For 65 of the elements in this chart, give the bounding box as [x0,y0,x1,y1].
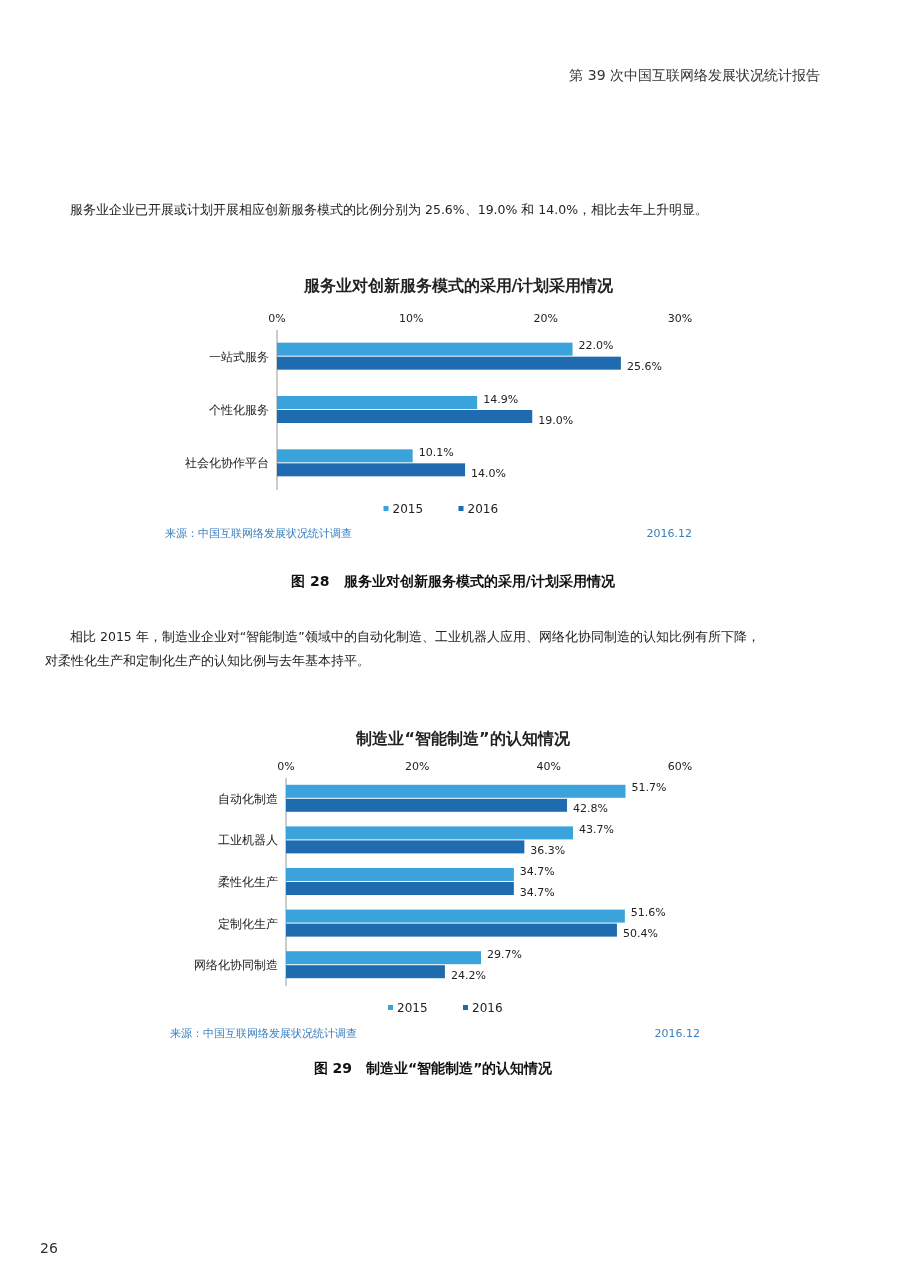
bar [277,396,478,409]
text: 2016.12 [654,1027,700,1040]
legend-label: 2015 [392,502,424,516]
bar [277,410,533,423]
y-tick-label: 柔性化生产 [218,875,278,889]
data-label: 25.6% [626,360,662,374]
x-tick-label: 0% [277,760,295,773]
y-tick-label: 自动化制造 [218,791,278,806]
text: 对柔性化生产和定制化生产的认知比例与去年基本持平。 [45,653,370,668]
data-label: 43.7% [578,822,614,836]
text: 26 [40,1240,58,1256]
bar [286,951,482,965]
data-label: 19.0% [538,413,574,427]
y-tick-label: 网络化协同制造 [194,958,278,973]
x-tick-label: 20% [533,312,558,325]
bar [286,868,514,881]
data-label: 42.8% [573,802,609,816]
caption: 图 28 服务业对创新服务模式的采用/计划采用情况 [291,573,616,589]
data-label: 10.1% [418,445,454,459]
x-tick-label: 10% [399,312,424,325]
x-tick-label: 40% [536,760,561,773]
legend-label: 2016 [472,1001,503,1015]
bar [286,909,625,923]
x-tick-label: 0% [268,312,286,325]
bar [286,965,445,979]
chart-title: 服务业对创新服务模式的采用/计划采用情况 [302,276,615,295]
x-tick-label: 30% [667,312,693,325]
bar [277,463,466,477]
y-tick-label: 社会化协作平台 [185,456,269,471]
text: 相比 2015 年，制造业企业对“智能制造”领域中的自动化制造、工业机器人应用、网络化协同制造的认知比例有所下降， [70,629,760,644]
bar [277,356,621,370]
y-tick-label: 工业机器人 [218,833,278,848]
bar [286,840,525,854]
data-label: 51.7% [631,781,667,795]
caption: 图 29 制造业“智能制造”的认知情况 [313,1060,554,1076]
source-note: 来源：中国互联网络发展状况统计调查 [165,527,352,540]
bar [286,784,626,798]
text: 第 39 次中国互联网络发展状况统计报告 [569,67,820,83]
data-label: 34.7% [519,864,555,878]
data-label: 36.3% [530,843,566,857]
bar [286,882,514,895]
legend-label: 2016 [467,502,499,516]
bar [286,826,573,840]
bar [277,342,573,356]
data-label: 50.4% [622,927,658,941]
data-label: 14.9% [483,392,519,406]
y-tick-label: 个性化服务 [209,403,269,417]
legend-label: 2015 [397,1001,428,1015]
data-label: 22.0% [578,339,614,353]
data-label: 14.0% [471,466,507,480]
data-label: 29.7% [487,947,522,961]
text: 2016.12 [646,527,692,540]
bar [277,449,413,463]
bar [286,923,617,937]
bar [286,798,568,812]
data-label: 34.7% [519,885,555,899]
x-tick-label: 20% [405,760,430,773]
x-tick-label: 60% [667,760,693,773]
y-tick-label: 定制化生产 [218,916,278,931]
data-label: 24.2% [450,968,486,982]
data-label: 51.6% [630,906,666,920]
text: 服务业企业已开展或计划开展相应创新服务模式的比例分别为 25.6%、19.0% 和 14.0%，相比去年上升明显。 [70,202,709,217]
y-tick-label: 一站式服务 [209,349,269,364]
chart-title: 制造业“智能制造”的认知情况 [355,729,571,748]
source-note: 来源：中国互联网络发展状况统计调查 [170,1027,357,1040]
